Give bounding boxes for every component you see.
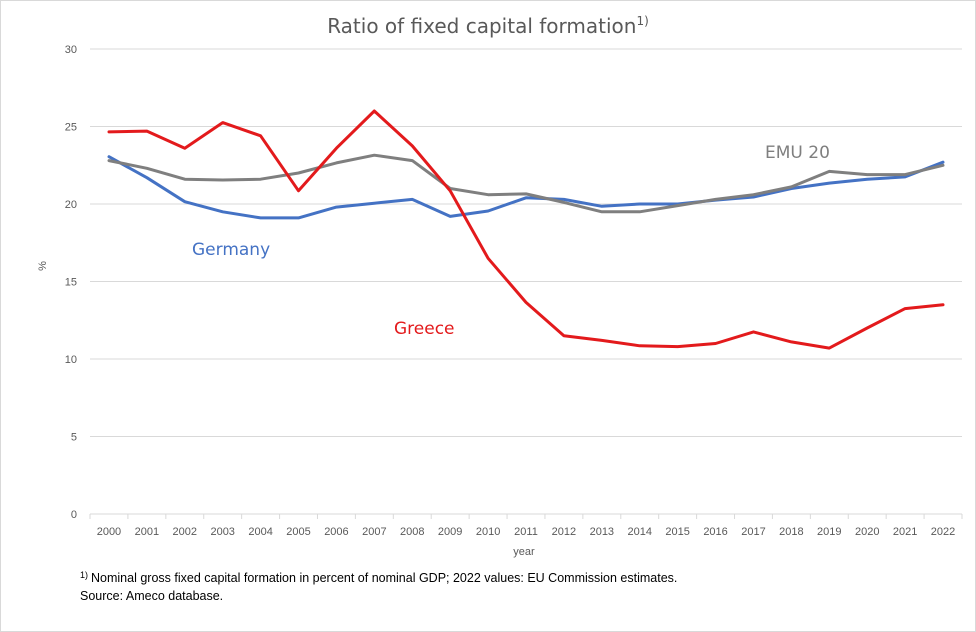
chart-title-superscript: 1) — [636, 14, 648, 28]
x-tick-label: 2019 — [817, 526, 841, 538]
y-tick-label: 0 — [71, 509, 77, 521]
x-tick-label: 2008 — [400, 526, 424, 538]
x-tick-label: 2021 — [893, 526, 917, 538]
x-tick-label: 2014 — [627, 526, 651, 538]
y-axis-tick-labels: 0 5 10 15 20 25 30 — [65, 44, 77, 521]
x-tick-label: 2002 — [173, 526, 197, 538]
x-tick-label: 2013 — [590, 526, 614, 538]
y-tick-label: 15 — [65, 277, 77, 289]
footnote-line: 1) Nominal gross fixed capital formation … — [80, 570, 677, 585]
x-tick-label: 2006 — [324, 526, 348, 538]
x-tick-label: 2000 — [97, 526, 121, 538]
gridlines — [89, 48, 963, 519]
x-axis-label: year — [513, 546, 535, 558]
x-tick-label: 2005 — [286, 526, 310, 538]
series-line-emu-20 — [107, 153, 945, 214]
footnote-marker: 1) — [80, 570, 88, 580]
chart-title: Ratio of fixed capital formation1) — [327, 14, 649, 38]
x-tick-label: 2018 — [779, 526, 803, 538]
y-tick-label: 30 — [65, 44, 77, 56]
x-axis-tick-labels: 2000 2001 2002 2003 2004 2005 2006 2007 2008 2009… — [97, 526, 956, 538]
x-tick-label: 2016 — [703, 526, 727, 538]
y-axis-label: % — [37, 261, 49, 271]
x-tick-label: 2001 — [135, 526, 159, 538]
series-line-germany — [107, 155, 945, 220]
series-label-emu20: EMU 20 — [765, 143, 830, 163]
series-lines — [107, 109, 945, 350]
footnote-text: Nominal gross fixed capital formation in… — [91, 571, 677, 585]
x-tick-label: 2010 — [476, 526, 500, 538]
x-tick-label: 2012 — [552, 526, 576, 538]
x-tick-label: 2015 — [665, 526, 689, 538]
x-tick-label: 2020 — [855, 526, 879, 538]
x-tick-label: 2003 — [210, 526, 234, 538]
y-tick-label: 5 — [71, 432, 77, 444]
x-tick-label: 2017 — [741, 526, 765, 538]
footnote-source: Source: Ameco database. — [80, 589, 223, 603]
series-line-greece — [107, 109, 945, 350]
x-tick-label: 2004 — [248, 526, 272, 538]
series-label-germany: Germany — [192, 240, 270, 260]
y-tick-label: 10 — [65, 354, 77, 366]
x-tick-label: 2011 — [514, 526, 538, 538]
x-tick-label: 2022 — [931, 526, 955, 538]
chart-title-text: Ratio of fixed capital formation — [327, 14, 636, 38]
x-tick-label: 2007 — [362, 526, 386, 538]
series-label-greece: Greece — [394, 319, 455, 339]
x-tick-label: 2009 — [438, 526, 462, 538]
y-tick-label: 25 — [65, 122, 77, 134]
y-tick-label: 20 — [65, 199, 77, 211]
